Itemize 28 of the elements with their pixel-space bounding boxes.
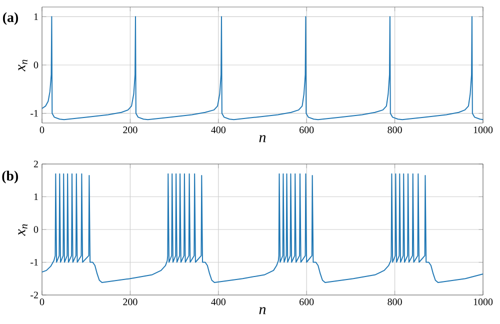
x-tick-label: 600 — [300, 126, 314, 134]
x-tick-label: 400 — [211, 298, 226, 306]
x-tick-label: 400 — [211, 126, 226, 134]
y-tick-label: -1 — [30, 258, 38, 266]
x-tick-label: 1000 — [474, 126, 493, 134]
x-tick-label: 600 — [300, 298, 314, 306]
x-axis-title: n — [259, 135, 266, 142]
x-tick-label: 0 — [40, 298, 44, 306]
x-tick-label: 1000 — [474, 298, 493, 306]
y-tick-label: -1 — [30, 110, 38, 117]
y-tick-label: 1 — [34, 193, 38, 200]
x-tick-label: 200 — [123, 126, 138, 134]
x-tick-label: 200 — [123, 298, 138, 306]
y-tick-label: 2 — [34, 160, 38, 168]
x-axis-title: n — [259, 307, 266, 314]
y-tick-label: 1 — [34, 13, 38, 20]
y-tick-label: 0 — [34, 62, 38, 68]
text: (a) — [2, 12, 18, 25]
y-tick-label: 0 — [34, 226, 38, 233]
y-axis-title: x$_{n}$ — [18, 224, 28, 236]
line-series — [42, 173, 484, 284]
line-series — [42, 16, 484, 120]
x-tick-label: 800 — [388, 298, 402, 306]
y-tick-label: -2 — [30, 292, 38, 298]
y-axis-title: x$_{n}$ — [18, 60, 28, 72]
text: (b) — [2, 170, 18, 184]
x-tick-label: 800 — [388, 126, 402, 134]
x-tick-label: 0 — [40, 126, 44, 134]
